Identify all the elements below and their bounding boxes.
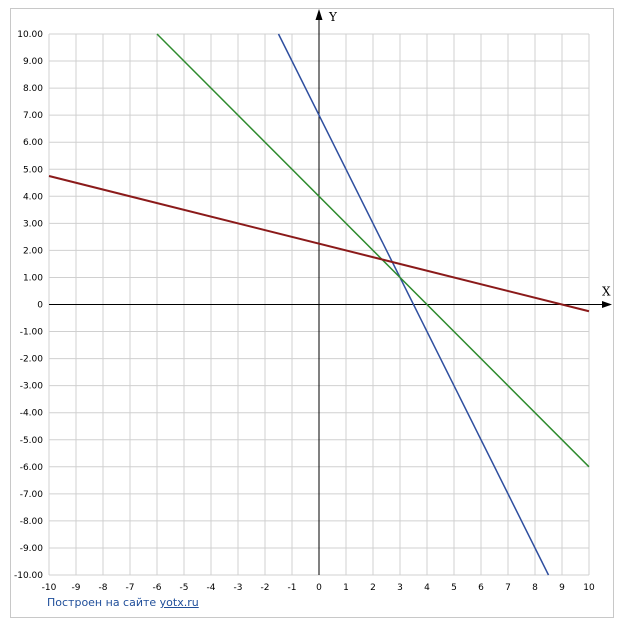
x-tick-label: 9 bbox=[559, 583, 565, 593]
y-axis-label: Y bbox=[328, 10, 338, 24]
series-lines bbox=[48, 33, 590, 576]
x-tick-label: -9 bbox=[72, 583, 81, 593]
x-tick-label: 5 bbox=[451, 583, 457, 593]
x-tick-label: 0 bbox=[316, 583, 322, 593]
x-tick-label: 10 bbox=[583, 583, 595, 593]
y-tick-label: 9.00 bbox=[23, 57, 43, 67]
y-tick-label: -8.00 bbox=[20, 517, 44, 527]
x-tick-label: -7 bbox=[126, 583, 135, 593]
y-tick-label: 5.00 bbox=[23, 165, 43, 175]
series-line-3 bbox=[48, 175, 590, 313]
y-tick-label: 6.00 bbox=[23, 138, 43, 148]
x-axis-arrow bbox=[602, 301, 612, 308]
chart-frame bbox=[10, 8, 614, 618]
x-tick-label: -8 bbox=[99, 583, 108, 593]
y-tick-label: -6.00 bbox=[20, 463, 44, 473]
series-line-2 bbox=[156, 33, 590, 468]
y-tick-label: -1.00 bbox=[20, 328, 44, 338]
y-tick-label: 3.00 bbox=[23, 219, 43, 229]
credit-link[interactable]: yotx.ru bbox=[159, 596, 199, 609]
y-axis-arrow bbox=[315, 9, 323, 20]
y-tick-label: -9.00 bbox=[20, 544, 44, 554]
y-tick-label: 4.00 bbox=[23, 192, 43, 202]
x-tick-label: -1 bbox=[288, 583, 297, 593]
y-tick-label: 7.00 bbox=[23, 111, 43, 121]
x-axis-label: X bbox=[602, 285, 611, 299]
x-tick-label: -5 bbox=[180, 583, 189, 593]
x-tick-label: -10 bbox=[42, 583, 57, 593]
y-tick-label: 2.00 bbox=[23, 246, 43, 256]
axes: X Y bbox=[49, 9, 612, 575]
x-tick-label: 4 bbox=[424, 583, 430, 593]
credit-prefix: Построен на сайте bbox=[47, 596, 160, 609]
x-tick-label: -2 bbox=[261, 583, 270, 593]
credit-text: Построен на сайте yotx.ru bbox=[47, 596, 199, 609]
x-tick-label: 8 bbox=[532, 583, 538, 593]
x-tick-label: 2 bbox=[370, 583, 376, 593]
series-line-1 bbox=[277, 33, 550, 576]
x-tick-label: 7 bbox=[505, 583, 511, 593]
y-tick-label: -4.00 bbox=[20, 409, 44, 419]
y-tick-label: 8.00 bbox=[23, 84, 43, 94]
y-tick-label: -7.00 bbox=[20, 490, 44, 500]
tick-labels: -10 -9 -8 -7 -6 -5 -4 -3 -2 -1 0 1 2 3 4 5 6 7 8 9 1010.009.… bbox=[14, 30, 595, 593]
x-tick-label: -3 bbox=[234, 583, 243, 593]
x-tick-label: 6 bbox=[478, 583, 484, 593]
y-tick-label: -2.00 bbox=[20, 355, 44, 365]
y-tick-label: 0 bbox=[37, 301, 43, 311]
y-tick-label: -5.00 bbox=[20, 436, 44, 446]
y-tick-label: 10.00 bbox=[17, 30, 43, 40]
y-tick-label: -3.00 bbox=[20, 382, 44, 392]
x-tick-label: -6 bbox=[153, 583, 162, 593]
x-tick-label: 1 bbox=[343, 583, 349, 593]
y-tick-label: 1.00 bbox=[23, 273, 43, 283]
x-tick-label: -4 bbox=[207, 583, 216, 593]
y-tick-label: -10.00 bbox=[14, 571, 43, 581]
x-tick-label: 3 bbox=[397, 583, 403, 593]
